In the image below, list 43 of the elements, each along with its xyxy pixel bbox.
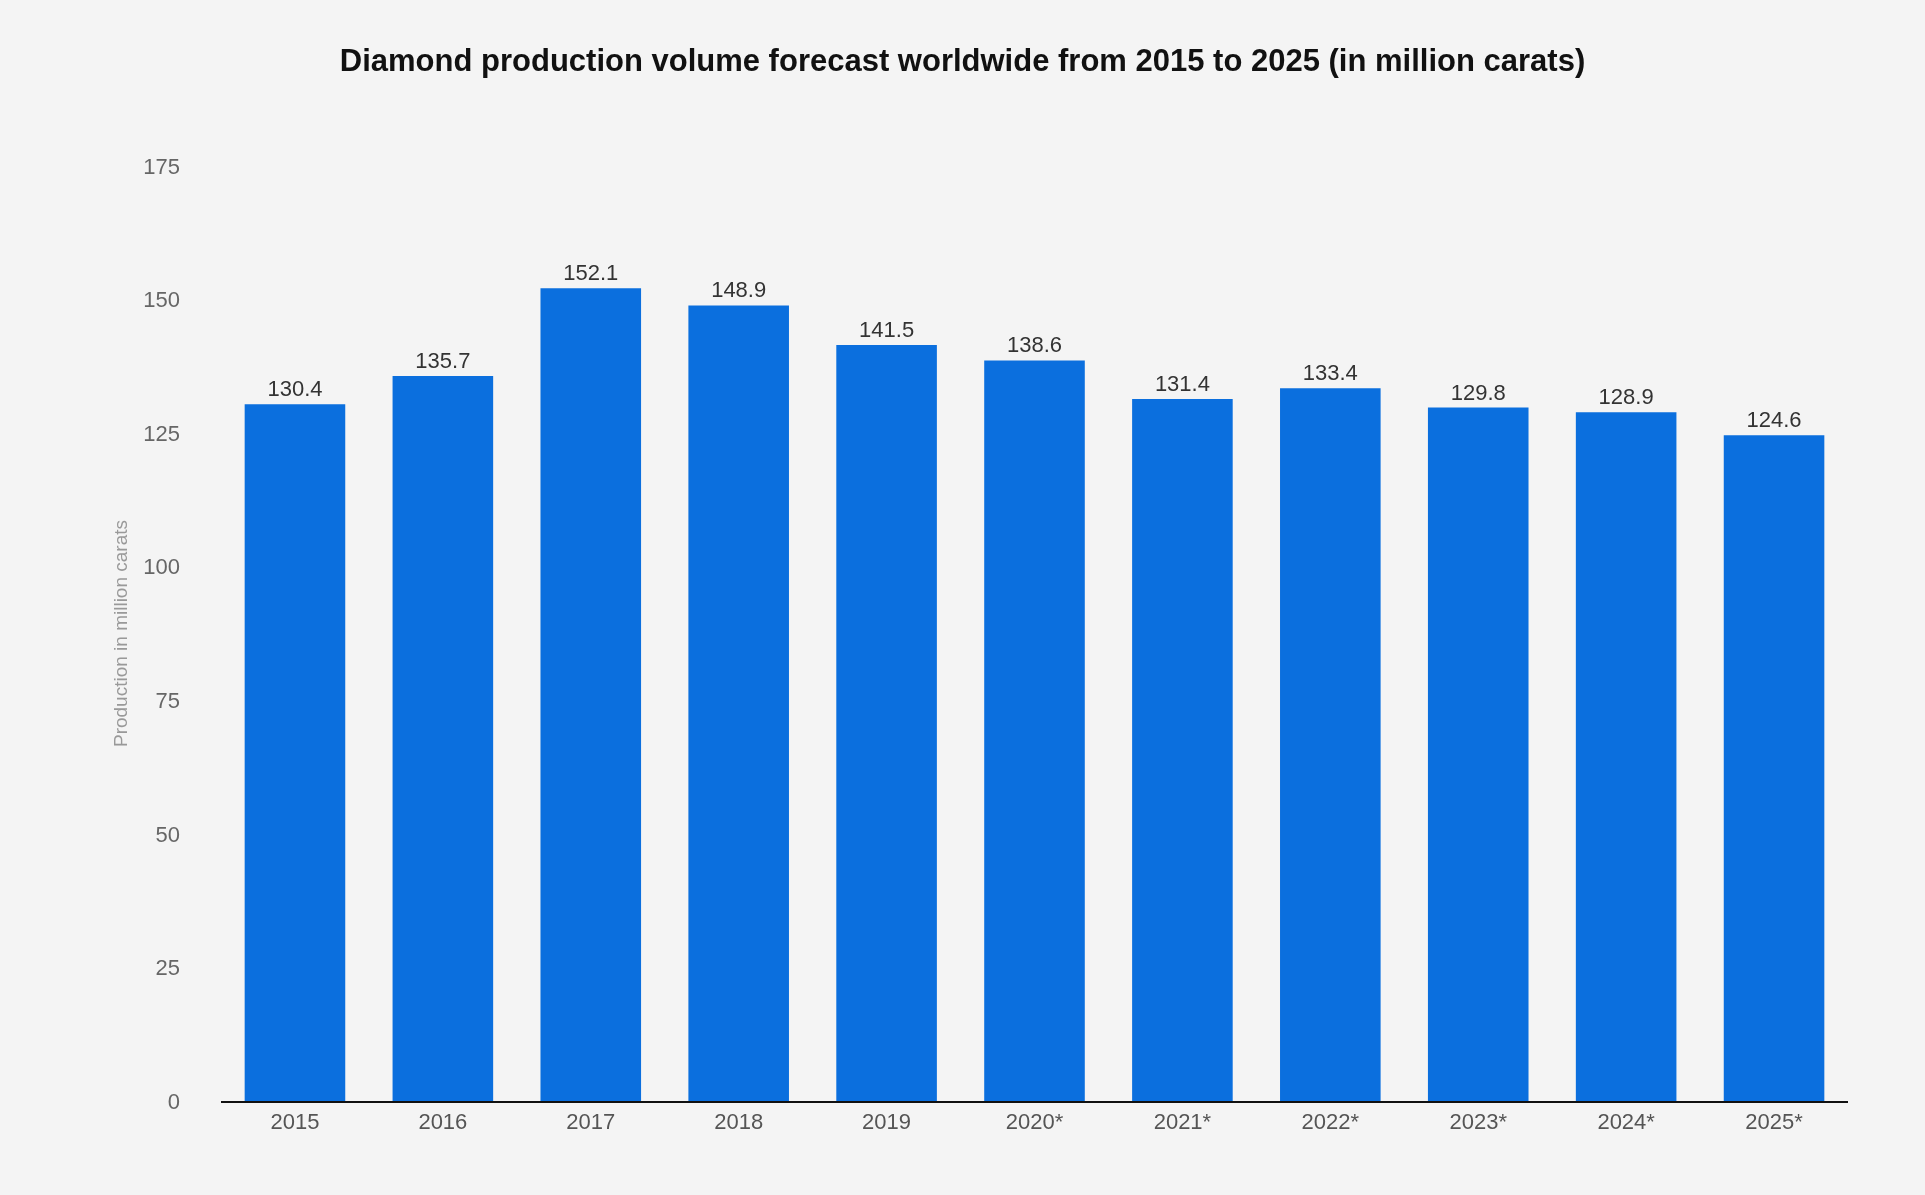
chart-title: Diamond production volume forecast worldwide from 2015 to 2025 (in million carats) [339,42,1586,78]
data-label: 135.7 [415,347,471,373]
y-tick-label: 125 [143,420,180,446]
y-tick-label: 25 [155,955,180,981]
x-tick-label: 2020* [1005,1109,1064,1135]
bar [984,360,1085,1101]
bar [540,288,642,1101]
x-tick-label: 2023* [1449,1109,1508,1135]
x-tick-label: 2017 [566,1109,616,1135]
y-tick-label: 75 [155,687,180,713]
x-tick-label: 2019 [862,1109,912,1135]
bar [1132,398,1233,1101]
data-label: 138.6 [1006,332,1063,358]
data-label: 131.4 [1154,370,1210,396]
data-label: 130.4 [267,376,323,402]
data-label: 148.9 [711,277,767,303]
data-label: 152.1 [563,260,619,286]
data-label: 128.9 [1598,384,1654,410]
data-label: 129.8 [1450,379,1506,405]
x-tick-label: 2015 [270,1109,320,1135]
bar [1575,412,1677,1101]
data-label: 124.6 [1746,407,1802,433]
y-axis-title: Production in million carats [110,519,132,748]
y-tick-label: 175 [143,153,180,179]
bar [392,375,494,1101]
x-tick-label: 2024* [1597,1109,1656,1135]
bar [244,404,346,1101]
y-tick-label: 150 [143,287,180,313]
data-label: 133.4 [1302,360,1358,386]
x-tick-label: 2021* [1153,1109,1212,1135]
x-tick-label: 2018 [714,1109,764,1135]
bar [688,305,789,1101]
y-tick-label: 0 [167,1088,180,1114]
bar [1427,407,1529,1101]
bar [836,344,937,1101]
x-tick-label: 2016 [418,1109,468,1135]
bar [1280,388,1381,1101]
data-label: 141.5 [859,316,915,342]
bar [1723,435,1825,1101]
y-tick-label: 100 [143,554,180,580]
x-tick-label: 2025* [1745,1109,1804,1135]
x-tick-label: 2022* [1301,1109,1360,1135]
y-tick-label: 50 [155,821,180,847]
